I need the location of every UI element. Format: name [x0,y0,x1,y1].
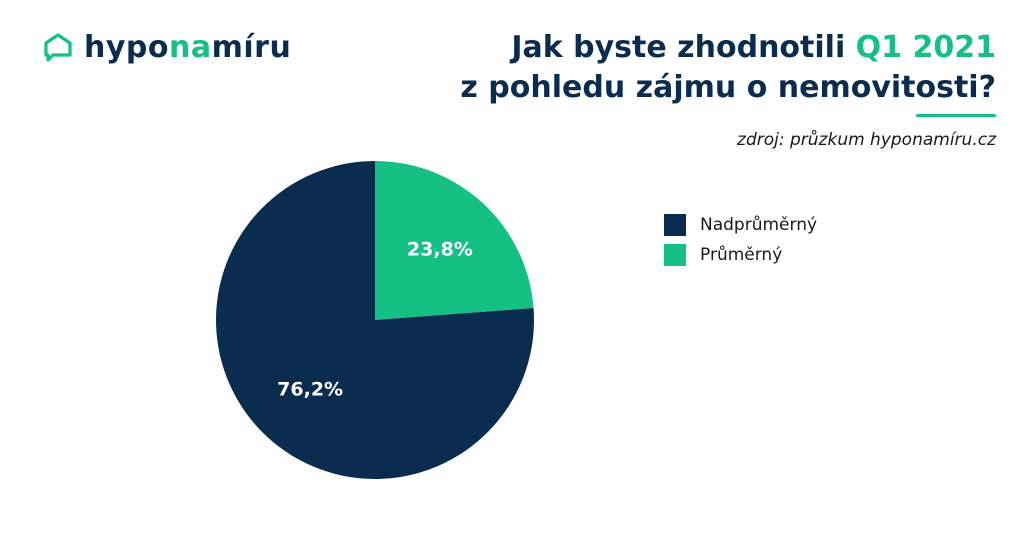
pie-slice-nadprumerny [216,161,534,479]
pie-chart: 23,8% 76,2% [216,161,534,479]
speech-house-icon [44,33,72,62]
chart-title-line2: z pohledu zájmu o nemovitosti? [460,70,996,105]
pie-slice-prumerny [375,161,534,320]
pie-label-prumerny: 23,8% [407,239,473,261]
legend-swatch-nadprumerny [664,214,686,236]
chart-title: Jak byste zhodnotili Q1 2021 z pohledu zá… [460,28,996,108]
title-underline [916,114,996,117]
legend-item-prumerny: Průměrný [664,244,817,266]
legend-swatch-prumerny [664,244,686,266]
chart-title-line1-start: Jak byste zhodnotili [511,30,856,65]
brand-wordmark-accent: na [169,30,212,65]
brand-logo: hyponamíru [44,33,291,63]
brand-wordmark-part2: míru [211,30,292,65]
brand-wordmark-part1: hypo [84,30,169,65]
legend-label-nadprumerny: Nadprůměrný [700,215,818,235]
legend-item-nadprumerny: Nadprůměrný [664,214,817,236]
legend-label-prumerny: Průměrný [700,245,783,265]
source-note: zdroj: průzkum hyponamíru.cz [737,130,996,150]
pie-label-nadprumerny: 76,2% [277,378,343,400]
chart-legend: Nadprůměrný Průměrný [664,214,817,266]
chart-title-highlight: Q1 2021 [855,30,996,65]
brand-wordmark: hyponamíru [84,33,291,63]
